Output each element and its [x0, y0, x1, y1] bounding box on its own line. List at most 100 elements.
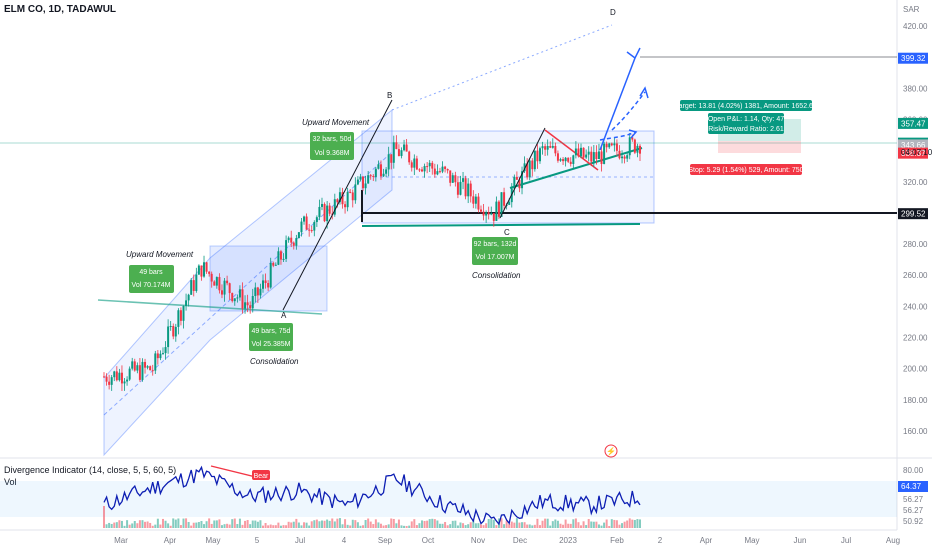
lightning-icon[interactable]: ⚡: [606, 446, 616, 456]
volume-bar: [120, 520, 123, 528]
volume-bar: [192, 522, 195, 528]
candle-body: [559, 159, 562, 161]
volume-bar: [610, 519, 613, 528]
volume-bar: [413, 519, 416, 528]
candle-body: [508, 202, 511, 205]
volume-bar: [179, 525, 182, 528]
candle-body: [174, 326, 177, 337]
volume-bar: [418, 523, 421, 528]
volume-bar: [562, 524, 565, 528]
consolidation-box-1: [209, 245, 328, 312]
projected-arrow-2: [611, 91, 646, 131]
candle-body: [328, 205, 331, 214]
volume-bar: [231, 519, 234, 528]
candle-body: [197, 265, 200, 275]
candle-body: [497, 201, 500, 217]
volume-bar: [136, 523, 139, 528]
time-tick-label: May: [205, 536, 220, 545]
volume-bar: [174, 519, 177, 528]
volume-bar: [331, 518, 334, 528]
volume-bar: [228, 524, 231, 528]
volume-bar: [526, 524, 529, 528]
candle-body: [136, 365, 139, 371]
volume-bar: [559, 523, 562, 528]
candle-body: [621, 156, 624, 159]
volume-bar: [528, 524, 531, 528]
candle-body: [382, 173, 385, 177]
candle-body: [236, 297, 239, 299]
candle-body: [123, 381, 126, 384]
volume-bar: [400, 525, 403, 528]
volume-bar: [213, 520, 216, 528]
candle-body: [103, 376, 105, 378]
volume-bar: [451, 520, 454, 528]
candle-body: [369, 175, 372, 177]
candle-body: [297, 232, 300, 239]
volume-bar: [320, 520, 323, 528]
candle-body: [326, 205, 329, 222]
volume-bar: [326, 519, 329, 528]
volume-bar: [408, 525, 411, 528]
volume-bar: [538, 525, 541, 528]
volume-bar: [487, 518, 490, 528]
volume-bar: [287, 521, 290, 528]
candle-body: [487, 212, 490, 215]
volume-bar: [582, 521, 585, 528]
candle-body: [549, 145, 552, 148]
candle-body: [590, 151, 593, 162]
volume-bar: [508, 523, 511, 528]
price-tick-label: 220.00: [903, 334, 928, 343]
volume-bar: [551, 521, 554, 528]
volume-bar: [536, 518, 539, 528]
volume-bar: [303, 522, 306, 528]
candle-body: [385, 169, 388, 174]
candle-body: [210, 273, 213, 282]
candle-body: [218, 277, 221, 291]
indicator-scale[interactable]: 80.00 56.27 56.27 50.92: [903, 466, 924, 526]
candle-body: [241, 289, 244, 309]
currency-label: SAR: [903, 5, 920, 14]
candle-body: [138, 365, 141, 380]
candle-body: [110, 377, 113, 385]
indicator-tick-label: 50.92: [903, 517, 924, 526]
candle-body: [356, 179, 359, 185]
candle-body: [582, 147, 585, 158]
target-label: Target: 13.81 (4.02%) 1381, Amount: 1652…: [675, 103, 817, 110]
candle-body: [349, 192, 352, 194]
box4-line1: 92 bars, 132d: [474, 241, 517, 248]
price-tick-label: 320.00: [903, 178, 928, 187]
volume-bar: [615, 520, 618, 528]
candle-body: [144, 361, 147, 368]
time-axis[interactable]: Mar Apr May 5 Jul 4 Sep Oct Nov Dec 2023 Feb 2 Apr May…: [114, 536, 900, 545]
candle-body: [518, 179, 521, 189]
volume-bar: [454, 520, 457, 528]
candle-body: [346, 192, 349, 208]
candle-body: [431, 162, 434, 169]
candle-body: [472, 196, 475, 204]
price-scale[interactable]: 420.00400.00380.00360.00340.00320.00300.…: [903, 22, 928, 436]
volume-bar: [108, 522, 111, 528]
volume-bar: [200, 520, 203, 528]
candle-body: [479, 209, 482, 212]
volume-bar: [269, 524, 272, 528]
candle-body: [503, 192, 506, 206]
volume-bar: [182, 518, 185, 528]
candle-body: [444, 166, 447, 170]
volume-bar: [387, 524, 390, 528]
candle-body: [451, 175, 454, 183]
volume-bar: [233, 518, 236, 528]
candle-body: [226, 280, 229, 284]
volume-bar: [246, 520, 249, 528]
volume-bar: [503, 524, 506, 528]
volume-bar: [256, 521, 259, 528]
volume-bar: [346, 524, 349, 528]
volume-bar: [161, 518, 164, 528]
time-tick-label: Mar: [114, 536, 128, 545]
candle-body: [515, 176, 518, 180]
volume-bar: [172, 518, 175, 528]
candle-body: [220, 290, 223, 295]
candle-body: [185, 300, 188, 307]
event-icon-ring[interactable]: [604, 444, 618, 458]
volume-bar: [344, 519, 347, 528]
